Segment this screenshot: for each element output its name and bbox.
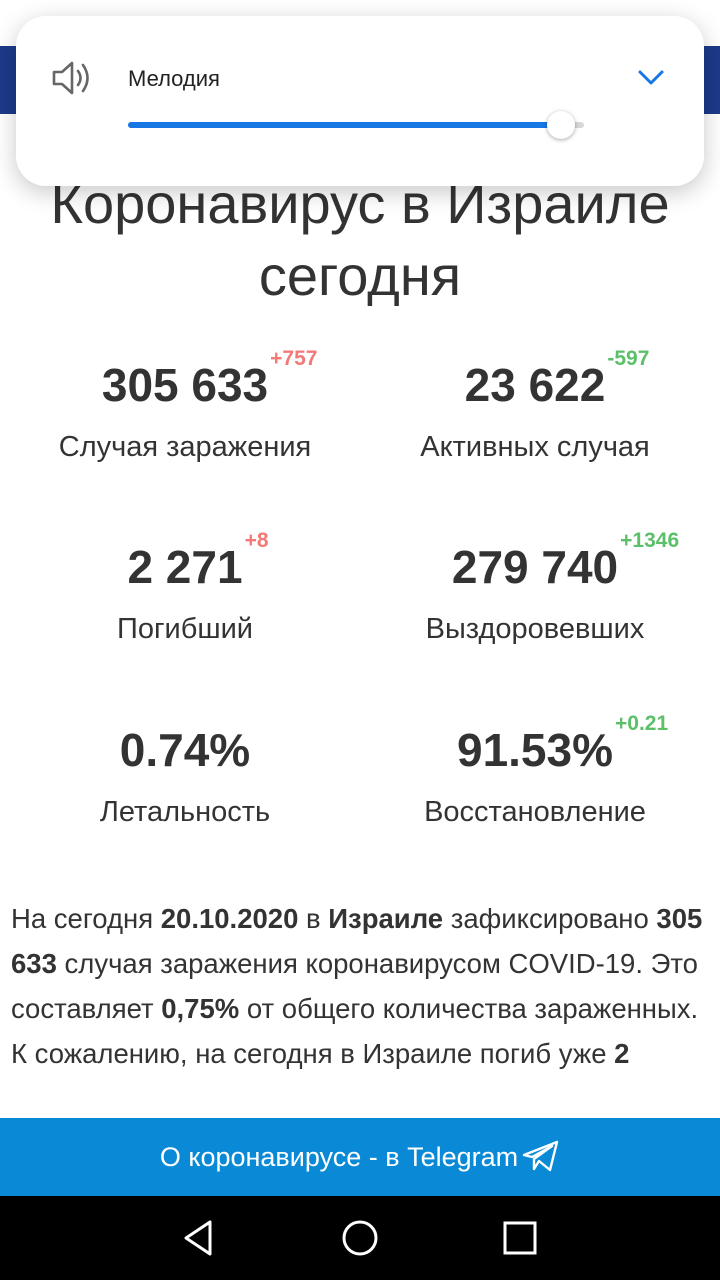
stat-deaths: 2 271 +8 Погибший (5, 527, 365, 651)
stat-label: Случая заражения (58, 431, 312, 463)
stat-label: Активных случая (420, 431, 650, 463)
description-cases: 305 633 (11, 903, 703, 979)
stat-infections: 305 633 +757 Случая заражения (5, 345, 365, 469)
stat-recovery-rate: 91.53% +0.21 Восстановление (355, 710, 715, 834)
volume-stream-label: Мелодия (128, 66, 220, 91)
home-circle-icon[interactable] (340, 1218, 380, 1258)
stat-label: Погибший (116, 613, 254, 645)
stat-value: 279 740 (451, 541, 619, 593)
speaker-icon[interactable] (50, 58, 94, 98)
stat-value: 23 622 (464, 359, 606, 411)
stat-active: 23 622 -597 Активных случая (355, 345, 715, 469)
stat-delta: +0.21 (615, 712, 669, 735)
page-title: Коронавирус в Израиле сегодня (0, 168, 720, 312)
description-country: Израиле (328, 903, 444, 934)
page-title-line2: сегодня (258, 244, 462, 307)
stat-delta: -597 (607, 347, 650, 370)
stat-lethality: 0.74% Летальность (5, 710, 365, 834)
stat-value: 305 633 (101, 359, 269, 411)
telegram-banner-label: О коронавирусе - в Telegram (159, 1142, 519, 1172)
telegram-banner-button[interactable]: О коронавирусе - в Telegram (0, 1118, 720, 1196)
stat-value: 91.53% (456, 724, 613, 776)
stat-recovered: 279 740 +1346 Выздоровевших (355, 527, 715, 651)
stat-label: Выздоровевших (425, 613, 645, 645)
volume-slider-fill (128, 122, 562, 128)
description-paragraph: На сегодня 20.10.2020 в Израиле зафиксир… (11, 903, 703, 1069)
stat-label: Восстановление (424, 796, 646, 828)
volume-slider[interactable] (128, 111, 584, 139)
stat-value: 0.74% (119, 724, 251, 776)
description-percent: 0,75% (161, 993, 240, 1024)
system-nav-bar (0, 1196, 720, 1280)
volume-slider-thumb[interactable] (547, 111, 576, 139)
stat-delta: +757 (270, 347, 318, 370)
telegram-plane-icon (522, 1140, 559, 1172)
description-date: 20.10.2020 (160, 903, 299, 934)
stat-label: Летальность (99, 796, 271, 828)
recents-square-icon[interactable] (500, 1218, 540, 1258)
back-triangle-icon[interactable] (180, 1218, 220, 1258)
chevron-down-icon[interactable] (636, 62, 666, 92)
stat-delta: +8 (244, 529, 269, 552)
stat-delta: +1346 (620, 529, 680, 552)
volume-panel: Мелодия (16, 16, 704, 186)
stat-value: 2 271 (127, 541, 243, 593)
description-deaths: 2 (614, 1038, 630, 1069)
